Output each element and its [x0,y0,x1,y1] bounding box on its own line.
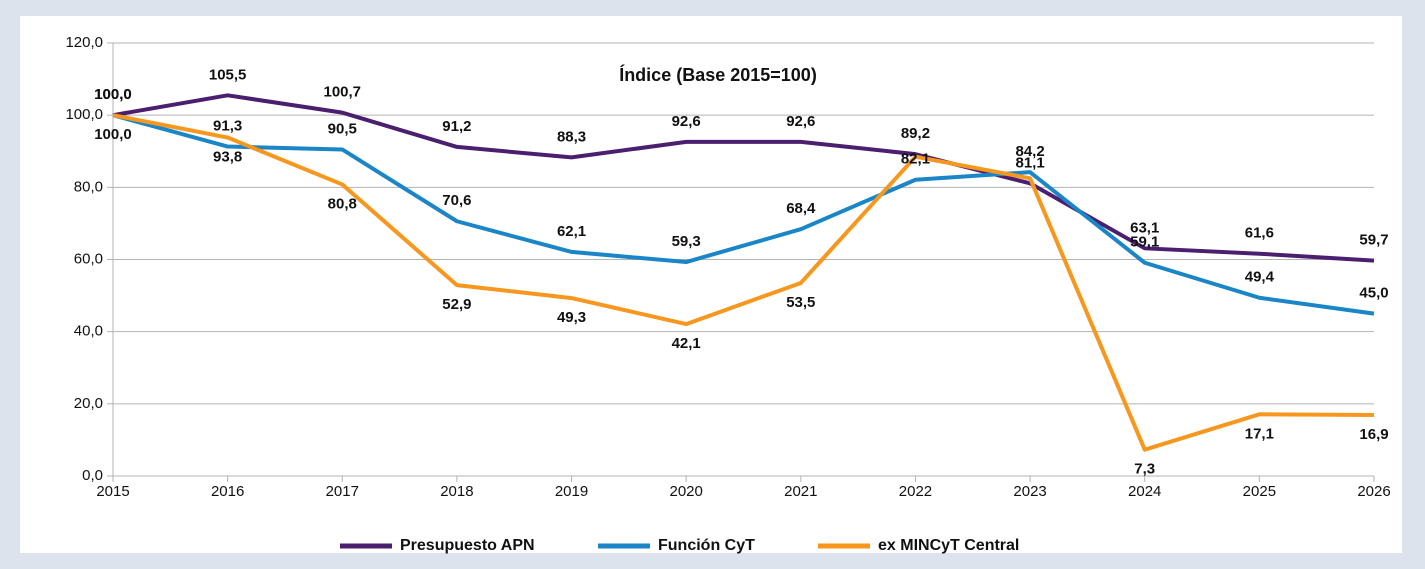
legend-label: ex MINCyT Central [878,537,1019,554]
y-tick-label: 20,0 [74,395,103,412]
x-tick-label: 2018 [440,483,473,500]
value-label: 93,8 [213,149,242,166]
x-tick-label: 2025 [1243,483,1276,500]
y-tick-label: 40,0 [74,323,103,340]
chart-panel [20,16,1402,553]
x-tick-label: 2017 [326,483,359,500]
value-label: 62,1 [557,223,586,240]
value-label: 82,1 [901,151,930,168]
x-tick-label: 2021 [784,483,817,500]
y-tick-label: 80,0 [74,178,103,195]
value-label: 53,5 [786,294,815,311]
x-tick-label: 2015 [96,483,129,500]
value-label: 49,3 [557,309,586,326]
chart-title: Índice (Base 2015=100) [619,64,817,85]
value-label: 105,5 [209,66,247,83]
value-label: 59,1 [1130,234,1159,251]
value-label: 91,3 [213,118,242,135]
value-label: 70,6 [442,192,471,209]
value-label: 100,0 [94,126,132,143]
value-label: 42,1 [672,335,701,352]
value-label: 88,3 [557,128,586,145]
value-label: 61,6 [1245,225,1274,242]
value-label: 89,2 [901,125,930,142]
x-tick-label: 2023 [1013,483,1046,500]
value-label: 59,3 [672,233,701,250]
y-tick-label: 120,0 [65,34,103,51]
value-label: 100,7 [323,84,361,101]
y-tick-label: 60,0 [74,250,103,267]
value-label: 52,9 [442,296,471,313]
value-label: 91,2 [442,118,471,135]
value-label: 80,8 [328,195,357,212]
value-label: 63,1 [1130,219,1159,236]
x-tick-label: 2019 [555,483,588,500]
value-label: 59,7 [1359,232,1388,249]
value-label: 100,0 [94,86,132,103]
series-line [112,113,1375,316]
x-tick-label: 2016 [211,483,244,500]
legend-label: Función CyT [658,537,755,554]
value-label: 49,4 [1245,269,1275,286]
x-tick-label: 2024 [1128,483,1161,500]
y-tick-label: 100,0 [65,106,103,123]
value-label: 92,6 [672,113,701,130]
value-label: 81,1 [1015,154,1044,171]
value-label: 92,6 [786,113,815,130]
x-tick-label: 2022 [899,483,932,500]
value-label: 17,1 [1245,425,1274,442]
value-label: 7,3 [1134,461,1155,478]
x-tick-label: 2026 [1357,483,1390,500]
series-line [112,113,1375,452]
legend-label: Presupuesto APN [400,537,535,554]
value-label: 100,0 [94,86,132,103]
series-line [112,93,1375,263]
value-label: 90,5 [328,120,357,137]
x-tick-label: 2020 [669,483,702,500]
value-label: 84,2 [1015,143,1044,160]
value-label: 45,0 [1359,285,1388,302]
value-label: 16,9 [1359,426,1388,443]
y-tick-label: 0,0 [82,467,103,484]
value-label: 68,4 [786,200,816,217]
